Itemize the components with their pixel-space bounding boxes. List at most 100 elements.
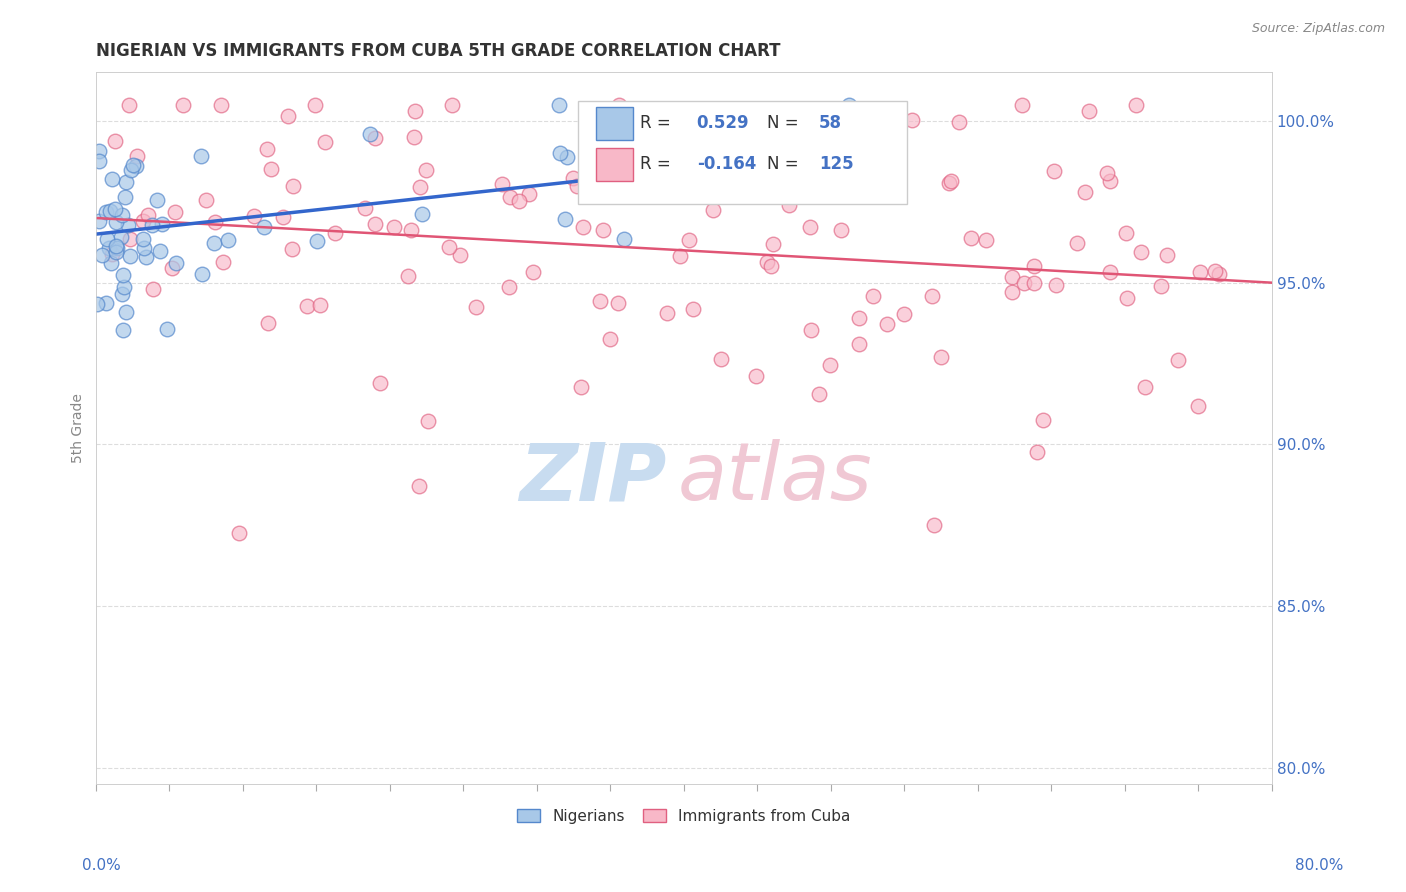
Point	[105, 241, 128, 255]
Point	[1011, 97, 1033, 112]
Point	[204, 214, 226, 228]
Point	[1073, 185, 1095, 199]
Point	[1001, 270, 1024, 285]
Point	[613, 232, 636, 246]
Point	[548, 145, 571, 160]
Point	[572, 219, 595, 234]
Point	[115, 305, 138, 319]
Point	[98, 241, 121, 255]
Point	[1066, 236, 1088, 251]
Point	[1032, 413, 1054, 427]
Point	[163, 204, 186, 219]
Point	[402, 129, 425, 144]
Point	[408, 479, 430, 493]
Point	[243, 210, 266, 224]
Y-axis label: 5th Grade: 5th Grade	[72, 393, 86, 463]
Point	[548, 97, 571, 112]
Text: N =: N =	[768, 154, 799, 172]
Point	[1135, 380, 1157, 394]
Point	[848, 337, 870, 351]
Point	[295, 299, 318, 313]
Text: ZIP: ZIP	[519, 439, 666, 517]
Point	[508, 194, 530, 208]
Point	[554, 211, 576, 226]
Point	[132, 232, 155, 246]
Point	[1099, 174, 1122, 188]
Point	[606, 296, 628, 310]
Point	[848, 310, 870, 325]
Point	[117, 218, 139, 232]
Point	[118, 249, 141, 263]
Point	[271, 210, 294, 224]
Text: R =: R =	[640, 154, 671, 172]
Point	[1116, 291, 1139, 305]
Point	[893, 307, 915, 321]
Point	[256, 142, 278, 156]
Point	[353, 201, 375, 215]
Point	[807, 387, 830, 401]
Point	[728, 145, 751, 160]
Point	[305, 234, 328, 248]
Point	[838, 97, 860, 112]
Point	[612, 181, 634, 195]
Point	[1156, 248, 1178, 262]
Point	[778, 197, 800, 211]
Point	[104, 134, 127, 148]
Point	[359, 128, 381, 142]
Point	[1204, 264, 1226, 278]
Point	[939, 174, 962, 188]
Point	[152, 217, 174, 231]
Point	[839, 169, 862, 184]
Point	[756, 255, 779, 269]
Point	[122, 158, 145, 172]
Point	[190, 149, 212, 163]
Point	[1043, 164, 1066, 178]
Point	[101, 172, 124, 186]
Point	[382, 220, 405, 235]
Point	[401, 223, 423, 237]
Point	[96, 296, 118, 310]
Point	[118, 97, 141, 112]
Point	[682, 301, 704, 316]
Point	[91, 248, 114, 262]
Point	[741, 164, 763, 178]
FancyBboxPatch shape	[578, 101, 907, 204]
Point	[111, 286, 134, 301]
Point	[172, 97, 194, 112]
Point	[87, 154, 110, 169]
Point	[202, 236, 225, 251]
Point	[1095, 166, 1118, 180]
Point	[209, 97, 232, 112]
Point	[862, 288, 884, 302]
Point	[901, 113, 924, 128]
Text: -0.164: -0.164	[697, 154, 756, 172]
Point	[87, 213, 110, 227]
Text: N =: N =	[768, 114, 799, 132]
Point	[491, 177, 513, 191]
FancyBboxPatch shape	[596, 107, 633, 140]
Point	[408, 180, 430, 194]
Point	[114, 190, 136, 204]
Point	[115, 175, 138, 189]
Point	[190, 267, 212, 281]
Point	[449, 248, 471, 262]
Point	[94, 205, 117, 219]
Point	[112, 322, 135, 336]
Point	[141, 218, 163, 232]
Point	[304, 97, 326, 112]
Text: atlas: atlas	[678, 439, 873, 517]
Point	[498, 280, 520, 294]
Text: Source: ZipAtlas.com: Source: ZipAtlas.com	[1251, 22, 1385, 36]
Point	[441, 97, 464, 112]
Point	[260, 161, 283, 176]
Point	[1026, 445, 1049, 459]
Point	[678, 131, 700, 145]
Point	[120, 162, 142, 177]
Point	[127, 149, 149, 163]
Point	[818, 359, 841, 373]
Point	[411, 207, 433, 221]
Point	[314, 135, 336, 149]
Point	[212, 254, 235, 268]
Point	[1129, 245, 1152, 260]
Point	[762, 237, 785, 252]
